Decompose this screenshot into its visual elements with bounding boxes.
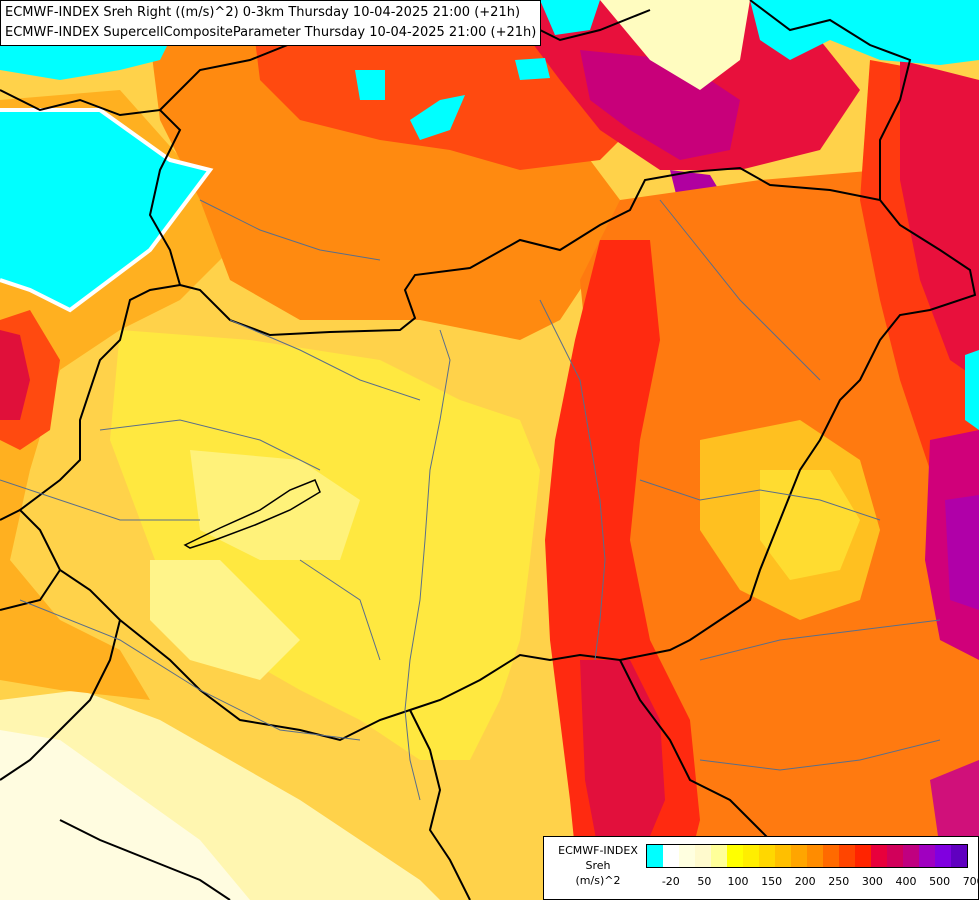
legend-swatch <box>935 845 951 867</box>
legend-tick-label: 700 <box>962 875 979 888</box>
field-cyan-n2 <box>410 95 465 140</box>
legend-tick-label: -20 <box>661 875 680 888</box>
border-sw <box>59 819 231 900</box>
title-line-scp: ECMWF-INDEX SupercellCompositeParameter … <box>5 25 537 40</box>
field-pale-yellow-center <box>150 560 300 680</box>
field-very-pale-sw <box>0 730 250 900</box>
lake-balaton <box>183 479 321 549</box>
legend-swatch <box>743 845 759 867</box>
field-purple-east <box>945 495 979 610</box>
legend-swatch <box>839 845 855 867</box>
border-croatia <box>0 509 121 781</box>
colorbar-legend: ECMWF-INDEX Sreh (m/s)^2 -20 50 100 150 200 2… <box>543 836 979 900</box>
legend-swatch <box>711 845 727 867</box>
legend-swatch <box>855 845 871 867</box>
legend-title-variable: Sreh <box>585 859 611 872</box>
legend-swatch <box>887 845 903 867</box>
legend-swatch <box>823 845 839 867</box>
legend-tick-label: 250 <box>828 875 850 888</box>
legend-tick-label: 500 <box>929 875 951 888</box>
legend-swatch <box>679 845 695 867</box>
field-pale-yellow-center2 <box>190 450 360 560</box>
legend-swatch <box>951 845 967 867</box>
legend-swatch <box>791 845 807 867</box>
legend-tick-label: 200 <box>794 875 816 888</box>
legend-tick-label: 300 <box>861 875 883 888</box>
border-north-east <box>749 0 912 200</box>
field-cyan-e <box>965 350 979 430</box>
field-cyan-n3 <box>515 58 550 80</box>
legend-tick-label: 50 <box>697 875 712 888</box>
legend-swatches <box>646 844 968 868</box>
field-paleyellow-n <box>600 0 750 90</box>
field-magenta-se <box>930 760 979 860</box>
legend-tick-label: 400 <box>895 875 917 888</box>
border-hungary <box>18 166 977 742</box>
legend-swatch <box>727 845 743 867</box>
legend-tick-label: 100 <box>727 875 749 888</box>
field-crimson-ridge <box>580 660 665 860</box>
legend-title-unit: (m/s)^2 <box>575 874 621 887</box>
title-line-sreh: ECMWF-INDEX Sreh Right ((m/s)^2) 0-3km T… <box>5 5 521 20</box>
border-south <box>409 709 471 900</box>
legend-swatch <box>775 845 791 867</box>
field-white-edge-nw2 <box>0 108 214 313</box>
legend-swatch <box>695 845 711 867</box>
legend-title-source: ECMWF-INDEX <box>558 844 638 857</box>
field-crimson-west <box>0 330 30 420</box>
field-cyan-n4 <box>540 0 600 35</box>
legend-swatch <box>807 845 823 867</box>
field-cyan-ne <box>750 0 979 65</box>
border-west <box>0 89 182 286</box>
field-cyan-n1 <box>355 70 385 100</box>
legend-title: ECMWF-INDEX Sreh (m/s)^2 <box>550 843 646 888</box>
field-yellow-east2 <box>760 470 860 580</box>
legend-swatch <box>903 845 919 867</box>
legend-swatch <box>871 845 887 867</box>
legend-tick-label: 150 <box>761 875 783 888</box>
map-title-box: ECMWF-INDEX Sreh Right ((m/s)^2) 0-3km T… <box>0 0 542 46</box>
rivers <box>0 199 941 801</box>
legend-swatch <box>663 845 679 867</box>
legend-swatch <box>647 845 663 867</box>
field-cyan-nw2 <box>0 110 210 310</box>
legend-tick-labels: -20 50 100 150 200 250 300 400 500 700 <box>646 875 979 891</box>
legend-swatch <box>759 845 775 867</box>
legend-swatch <box>919 845 935 867</box>
